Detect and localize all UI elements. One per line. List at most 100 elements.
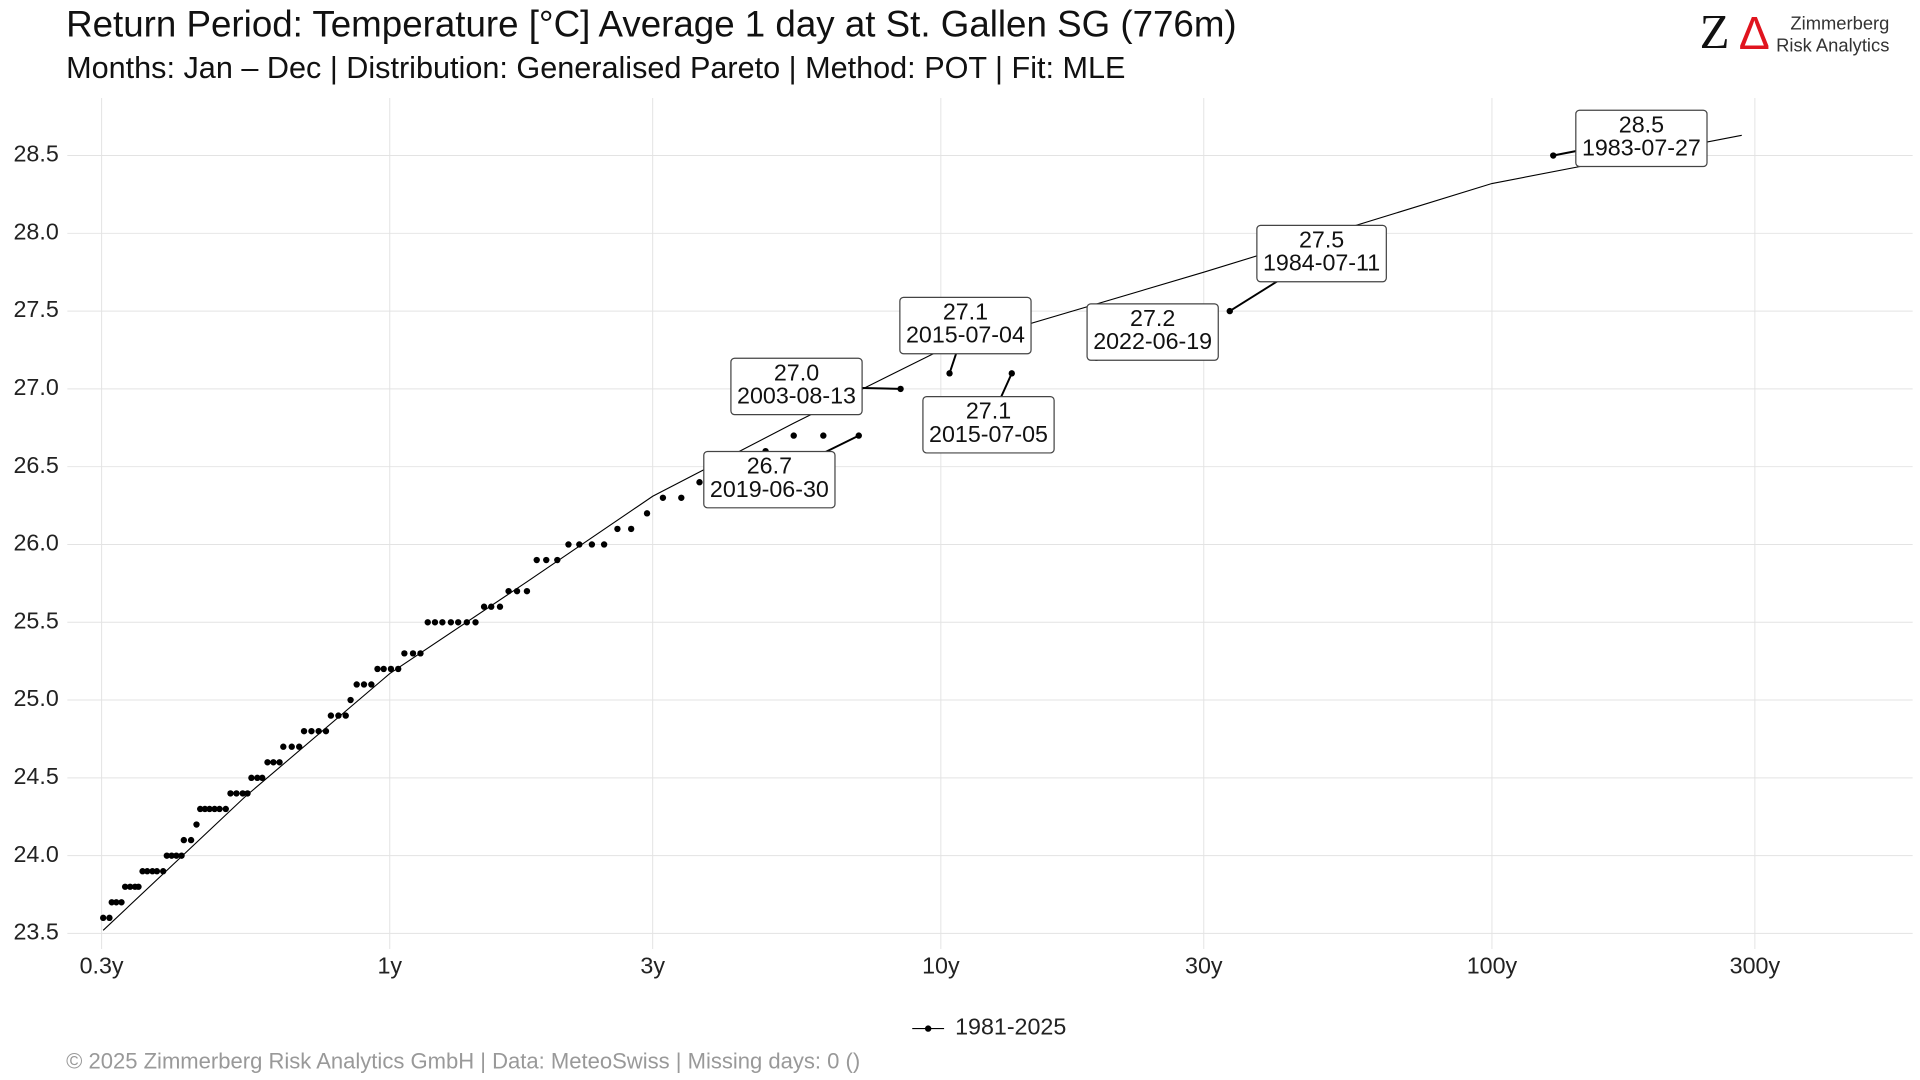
data-point [600,541,608,548]
data-point [315,727,322,735]
data-point [380,665,387,673]
data-point [614,525,621,533]
data-point [139,868,146,875]
y-tick-label: 25.0 [14,685,59,711]
annotation-date: 2022-06-19 [1093,328,1212,354]
data-point [113,899,120,906]
y-tick-label: 25.5 [14,607,59,633]
data-point [627,525,635,533]
x-tick-label: 3y [640,952,665,978]
y-tick-label: 28.5 [14,141,59,167]
data-point [897,385,904,393]
data-point [211,805,218,813]
data-point [322,727,330,735]
data-point [374,665,381,673]
data-point [455,619,462,626]
data-point [206,805,213,813]
annotation-date: 1984-07-11 [1263,250,1380,276]
data-point [227,790,234,797]
data-point [197,805,204,813]
data-point [300,727,308,735]
y-tick-label: 26.5 [14,452,59,478]
data-point [168,852,175,859]
x-tick-label: 0.3y [80,952,124,978]
data-point [280,743,287,750]
data-point [488,603,495,610]
data-point [233,790,240,797]
data-point [496,603,504,610]
data-point [254,774,261,782]
data-point [417,650,424,657]
data-point [472,619,479,626]
data-point [353,681,360,688]
data-point [409,650,417,657]
data-point [424,619,431,626]
x-tick-label: 1y [377,952,402,978]
data-point [264,759,271,766]
data-point [659,494,667,501]
data-point [463,619,471,626]
logo: Z Δ Zimmerberg Risk Analytics [1700,4,1890,59]
y-tick-label: 26.0 [14,530,59,556]
chart-subtitle: Months: Jan – Dec | Distribution: Genera… [66,51,1125,85]
data-point [533,556,540,564]
data-point [395,665,402,673]
y-tick-label: 24.0 [14,841,59,867]
data-point [118,899,125,906]
data-point [576,541,583,548]
data-point [135,883,142,890]
grid [67,97,1913,949]
annotation-date: 2019-06-30 [710,476,829,502]
x-tick-label: 300y [1730,952,1781,978]
annotation-box [703,450,836,509]
annotation-value: 28.5 [1619,111,1664,137]
y-tick-label: 27.5 [14,296,59,322]
data-point [100,914,107,922]
data-point [543,556,550,564]
data-point [163,852,171,859]
data-point [360,681,368,688]
data-point [276,759,283,766]
data-point [108,899,115,906]
data-point [335,712,342,719]
annotation-box [730,357,863,416]
annotation-date: 1983-07-27 [1582,135,1701,161]
y-tick-label: 24.5 [14,763,59,789]
data-point [696,479,703,486]
data-point [270,759,277,766]
data-point [244,790,251,797]
footer: © 2025 Zimmerberg Risk Analytics GmbH | … [66,1049,860,1074]
data-point [447,619,455,626]
data-point [149,868,156,875]
data-point [327,712,335,719]
annotation-date: 2015-07-05 [929,421,1048,447]
data-point [431,619,439,626]
data-point [144,868,151,875]
annotation-box [1256,224,1387,283]
y-tick-label: 28.0 [14,218,59,244]
data-point [643,510,651,517]
logo-z: Z [1700,4,1730,59]
data-point [505,587,512,595]
data-point [588,541,596,548]
chart-title: Return Period: Temperature [°C] Average … [66,4,1237,45]
data-point [368,681,375,688]
data-point [248,774,255,782]
data-point [678,494,685,501]
data-point [523,587,531,595]
data-point [480,603,488,610]
annotation-box [899,296,1032,355]
data-point [565,541,572,548]
x-tick-label: 100y [1467,952,1518,978]
data-point [187,836,195,844]
data-point [401,650,408,657]
data-point [296,743,303,750]
logo-line1: Zimmerberg [1790,12,1889,33]
logo-line2: Risk Analytics [1776,34,1889,55]
data-point [288,743,295,750]
data-point [153,868,161,875]
